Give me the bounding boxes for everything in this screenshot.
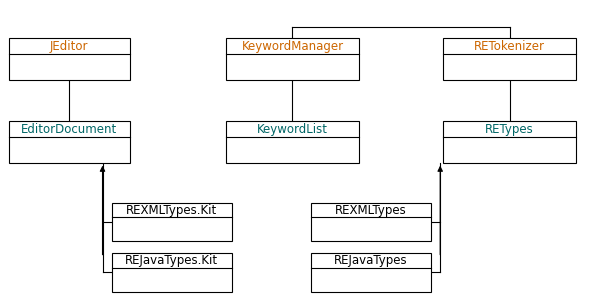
Bar bbox=[9, 121, 130, 163]
Bar bbox=[311, 203, 431, 241]
Text: REJavaTypes: REJavaTypes bbox=[334, 254, 408, 267]
Bar bbox=[226, 121, 359, 163]
Text: KeywordList: KeywordList bbox=[257, 123, 328, 136]
Text: EditorDocument: EditorDocument bbox=[21, 123, 118, 136]
Bar bbox=[443, 38, 576, 80]
Text: RETypes: RETypes bbox=[485, 123, 534, 136]
Bar bbox=[226, 38, 359, 80]
Bar bbox=[443, 121, 576, 163]
Text: JEditor: JEditor bbox=[50, 40, 89, 53]
Bar bbox=[112, 203, 232, 241]
Text: RETokenizer: RETokenizer bbox=[474, 40, 545, 53]
Text: REJavaTypes.Kit: REJavaTypes.Kit bbox=[125, 254, 218, 267]
Text: KeywordManager: KeywordManager bbox=[241, 40, 344, 53]
Text: REXMLTypes: REXMLTypes bbox=[335, 204, 406, 217]
Bar bbox=[311, 253, 431, 292]
Bar bbox=[112, 253, 232, 292]
Text: REXMLTypes.Kit: REXMLTypes.Kit bbox=[126, 204, 218, 217]
Bar bbox=[9, 38, 130, 80]
